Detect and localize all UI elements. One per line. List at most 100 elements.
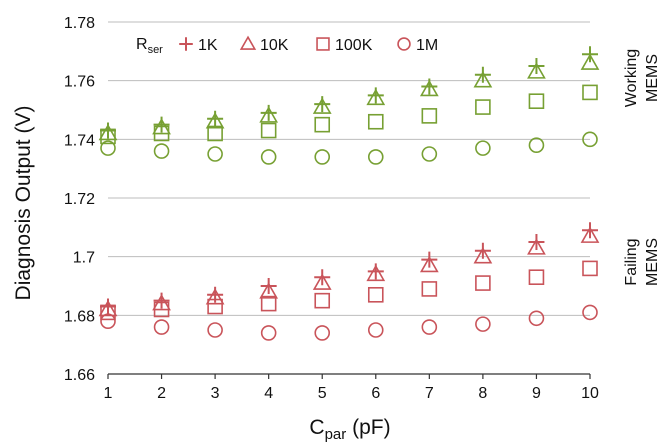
data-point-triangle — [205, 288, 225, 305]
legend-entry-label: 1K — [198, 37, 218, 54]
x-tick-label: 6 — [371, 385, 380, 402]
data-point-triangle — [419, 255, 439, 273]
data-point-square — [475, 99, 491, 115]
y-tick-label: 1.72 — [64, 191, 95, 208]
data-point-circle — [582, 131, 598, 148]
legend-title: Rser — [136, 36, 163, 56]
data-point-circle — [475, 316, 491, 332]
x-tick-label: 3 — [211, 385, 220, 402]
data-point-square — [207, 298, 223, 315]
group-label-line2: MEMS — [644, 54, 661, 102]
data-point-plus — [260, 278, 277, 294]
data-point-triangle — [312, 97, 332, 114]
data-point-circle — [207, 322, 223, 338]
data-point-circle — [421, 146, 438, 162]
data-point-triangle — [259, 106, 279, 123]
data-point-circle — [207, 146, 223, 162]
data-point-circle — [528, 310, 545, 327]
data-point-triangle — [580, 226, 600, 243]
x-tick-label: 5 — [318, 385, 327, 402]
data-point-square — [421, 108, 438, 124]
data-point-square — [100, 304, 116, 321]
data-point-square — [153, 301, 170, 318]
legend-entry-label: 100K — [335, 37, 373, 54]
data-point-square — [153, 125, 170, 142]
data-point-plus — [314, 269, 331, 286]
group-label-line2: MEMS — [644, 238, 661, 286]
data-point-square — [367, 113, 384, 130]
data-point-square — [582, 260, 598, 277]
data-point-triangle — [98, 123, 118, 141]
data-point-square — [367, 286, 384, 303]
x-tick-label: 8 — [478, 385, 487, 402]
x-axis-label-subscript: par — [325, 426, 347, 443]
data-point-plus — [528, 234, 545, 250]
x-axis-label-unit: (pF) — [346, 416, 390, 439]
data-point-square — [260, 122, 277, 139]
data-point-square — [421, 281, 438, 297]
data-point-square — [528, 269, 545, 286]
data-point-circle — [153, 143, 170, 159]
y-tick-label: 1.68 — [64, 308, 95, 325]
x-tick-label: 4 — [264, 385, 273, 402]
x-axis-label-main: C — [309, 416, 324, 439]
grid-lines — [108, 21, 590, 375]
x-tick-label: 2 — [157, 385, 166, 402]
data-point-square — [582, 84, 598, 101]
data-point-circle — [153, 319, 170, 335]
y-tick-label: 1.78 — [64, 15, 95, 32]
y-tick-label: 1.76 — [64, 74, 95, 91]
data-point-circle — [314, 325, 331, 341]
data-point-triangle — [527, 62, 546, 79]
legend-marker-plus — [179, 37, 193, 51]
data-point-triangle — [473, 71, 493, 88]
data-point-triangle — [419, 79, 439, 97]
data-point-square — [528, 93, 545, 109]
data-point-circle — [475, 140, 491, 156]
x-tick-label: 10 — [581, 385, 599, 402]
data-point-triangle — [205, 112, 225, 129]
data-marks — [98, 46, 600, 341]
axes: 1.66 1.68 1.7 1.72 1.74 1.76 1.78 1 2 3 4 5 6 7 8 9 10 — [64, 15, 599, 402]
data-point-circle — [100, 140, 116, 156]
y-axis-label: Diagnosis Output (V) — [12, 106, 35, 301]
x-tick-label: 7 — [425, 385, 434, 402]
legend-marker-triangle — [239, 35, 257, 50]
legend-marker-square — [316, 37, 330, 51]
x-tick-label: 1 — [104, 385, 113, 402]
legend: Rser 1K 10K 100K 1M — [136, 35, 438, 56]
data-point-square — [475, 275, 491, 291]
data-point-plus — [474, 242, 491, 259]
data-point-square — [100, 128, 116, 145]
data-point-triangle — [98, 299, 118, 317]
data-point-square — [207, 125, 223, 142]
data-point-circle — [100, 313, 116, 330]
data-point-triangle — [580, 53, 600, 70]
data-point-plus — [528, 58, 545, 74]
data-point-plus — [582, 222, 598, 239]
data-point-circle — [367, 322, 384, 338]
x-tick-label: 9 — [532, 385, 541, 402]
group-label-line1: Working — [623, 49, 640, 107]
legend-marker-circle — [397, 37, 411, 51]
data-point-square — [314, 116, 331, 133]
data-point-circle — [314, 149, 331, 165]
data-point-circle — [528, 137, 545, 153]
data-point-triangle — [366, 88, 386, 106]
legend-entry-label: 10K — [260, 37, 289, 54]
data-point-plus — [421, 251, 438, 268]
y-tick-label: 1.66 — [64, 367, 95, 384]
data-point-circle — [367, 149, 384, 165]
x-axis-label: Cpar (pF) — [309, 416, 390, 443]
group-label-line1: Failing — [623, 238, 640, 285]
data-point-triangle — [259, 282, 279, 299]
data-point-triangle — [312, 273, 332, 290]
data-point-triangle — [473, 247, 493, 264]
data-point-circle — [260, 325, 277, 341]
legend-entry-label: 1M — [416, 37, 438, 54]
data-point-square — [260, 295, 277, 312]
data-point-square — [314, 292, 331, 309]
data-point-triangle — [527, 238, 546, 255]
